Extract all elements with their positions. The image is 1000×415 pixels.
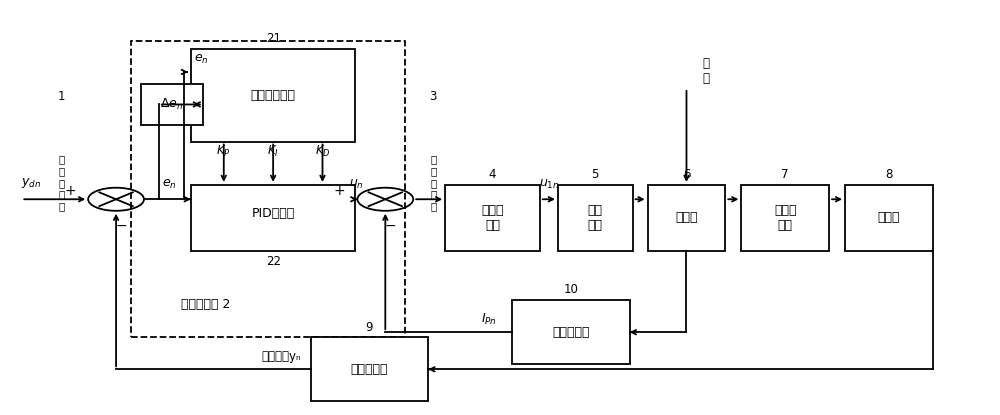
Bar [191,49,355,142]
Bar [141,84,203,125]
Text: 气动执
行器: 气动执 行器 [774,204,796,232]
Text: 实际阀位yₙ: 实际阀位yₙ [261,350,301,364]
Bar [648,185,725,251]
Text: $I_{Pn}$: $I_{Pn}$ [481,312,497,327]
Bar [445,185,540,251]
Bar [741,185,829,251]
Text: 8: 8 [885,168,893,181]
Text: 4: 4 [489,168,496,181]
Bar [558,185,633,251]
Bar [131,41,405,337]
Bar [311,337,428,401]
Text: 比例阀: 比例阀 [675,211,698,224]
Text: 压力变送器: 压力变送器 [552,326,590,339]
Bar [845,185,933,251]
Text: +: + [65,184,76,198]
Text: $e_n$: $e_n$ [194,53,208,66]
Text: $e_n$: $e_n$ [162,178,176,191]
Text: 模糊神经网络: 模糊神经网络 [251,89,296,102]
Text: 10: 10 [563,283,578,296]
Text: 6: 6 [683,168,690,181]
Text: 22: 22 [266,254,281,268]
Text: $y_{dn}$: $y_{dn}$ [21,176,42,190]
Text: 调节阀: 调节阀 [878,211,900,224]
Text: 第
二
比
较
器: 第 二 比 较 器 [430,154,436,211]
Text: 5: 5 [592,168,599,181]
Text: 阀位控制器 2: 阀位控制器 2 [181,298,230,310]
Bar [512,300,630,364]
Text: 3: 3 [429,90,437,103]
Text: −: − [384,219,396,233]
Text: 力矩
马达: 力矩 马达 [588,204,603,232]
Text: 21: 21 [266,32,281,45]
Text: 压力控
制器: 压力控 制器 [481,204,504,232]
Text: 气
源: 气 源 [702,57,709,85]
Text: $u_{1n}$: $u_{1n}$ [539,178,559,191]
Text: 9: 9 [366,320,373,334]
Bar [191,185,355,251]
Text: 1: 1 [57,90,65,103]
Text: $K_I$: $K_I$ [267,144,279,159]
Text: PID控制器: PID控制器 [252,207,295,220]
Text: $\Delta e_n$: $\Delta e_n$ [160,97,184,112]
Text: +: + [334,184,345,198]
Text: 7: 7 [781,168,789,181]
Text: $u_n$: $u_n$ [349,178,364,191]
Text: 第
一
比
较
器: 第 一 比 较 器 [58,154,64,211]
Text: $K_P$: $K_P$ [216,144,231,159]
Text: −: − [115,219,127,233]
Text: 位置变送器: 位置变送器 [351,363,388,376]
Text: $K_D$: $K_D$ [315,144,330,159]
